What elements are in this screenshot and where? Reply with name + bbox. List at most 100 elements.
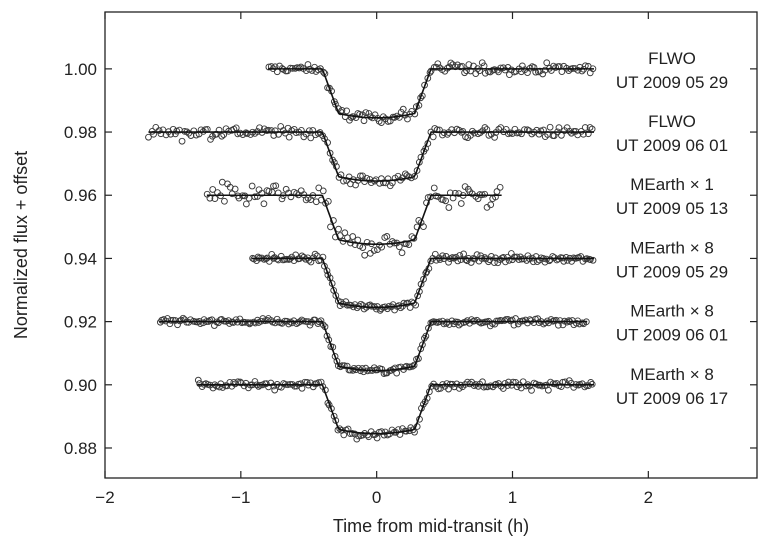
light-curve-series xyxy=(249,250,597,314)
data-point xyxy=(481,124,489,131)
model-fit-line xyxy=(159,320,588,372)
data-point xyxy=(288,319,296,327)
data-point xyxy=(300,253,308,261)
series-label-date: UT 2009 05 29 xyxy=(616,262,728,281)
data-point xyxy=(399,105,407,113)
data-point xyxy=(547,316,555,323)
data-point xyxy=(388,238,396,245)
data-point xyxy=(581,124,589,131)
data-point xyxy=(463,67,470,75)
data-point xyxy=(287,193,295,201)
data-point xyxy=(428,382,436,390)
data-point xyxy=(231,185,239,193)
data-point xyxy=(486,322,494,330)
data-point xyxy=(445,204,453,211)
data-point xyxy=(232,124,240,132)
data-point xyxy=(364,431,371,439)
data-point xyxy=(362,109,370,116)
data-point xyxy=(585,382,592,390)
data-point xyxy=(540,126,547,134)
data-point xyxy=(473,251,481,259)
series-label-instrument: FLWO xyxy=(648,49,696,68)
data-point xyxy=(320,68,327,76)
data-point xyxy=(304,61,312,68)
data-point xyxy=(451,189,459,197)
data-point xyxy=(315,184,323,192)
data-point xyxy=(578,319,586,327)
data-point xyxy=(332,100,339,108)
plot-frame xyxy=(104,11,758,479)
data-point xyxy=(549,253,557,260)
data-point xyxy=(333,357,341,365)
data-point xyxy=(282,185,290,193)
series-label-date: UT 2009 06 17 xyxy=(616,389,728,408)
data-point xyxy=(221,197,228,205)
data-point xyxy=(167,317,175,324)
data-point xyxy=(586,256,594,263)
data-point xyxy=(565,317,573,325)
data-point xyxy=(461,69,468,77)
y-tick-label: 0.96 xyxy=(64,186,97,205)
data-point xyxy=(457,200,465,207)
data-point xyxy=(543,59,551,67)
data-point xyxy=(307,134,315,142)
data-point xyxy=(248,182,256,190)
data-point xyxy=(384,175,392,183)
x-tick-label: 0 xyxy=(372,488,381,507)
data-point xyxy=(359,244,367,251)
light-curve-series xyxy=(145,123,596,190)
data-point xyxy=(335,225,342,233)
data-point xyxy=(429,133,437,141)
data-point xyxy=(262,380,270,387)
data-point xyxy=(409,363,416,370)
data-point xyxy=(420,223,427,231)
data-point xyxy=(460,250,467,258)
model-fit-line xyxy=(268,68,594,119)
data-point xyxy=(332,292,340,299)
x-axis-label: Time from mid-transit (h) xyxy=(333,516,529,536)
data-point xyxy=(496,256,504,263)
data-point xyxy=(408,233,416,240)
data-point xyxy=(297,126,305,134)
data-point xyxy=(589,256,597,264)
data-point xyxy=(469,127,476,135)
series-label-date: UT 2009 06 01 xyxy=(616,326,728,345)
data-point xyxy=(422,269,430,277)
series-label-date: UT 2009 06 01 xyxy=(616,136,728,155)
data-point xyxy=(419,341,426,349)
data-point xyxy=(432,63,440,71)
x-tick-label: 1 xyxy=(508,488,517,507)
data-point xyxy=(487,201,495,209)
data-point xyxy=(284,124,292,132)
data-point xyxy=(467,259,475,266)
data-point xyxy=(319,187,327,195)
data-point xyxy=(442,253,450,260)
data-point xyxy=(305,127,313,135)
data-point xyxy=(218,132,226,140)
data-point xyxy=(251,193,259,201)
data-point xyxy=(326,149,334,157)
data-point xyxy=(586,124,594,131)
series-label-instrument: MEarth × 1 xyxy=(630,175,714,194)
data-point xyxy=(365,110,373,117)
data-point xyxy=(564,257,571,264)
data-point xyxy=(557,383,565,391)
data-point xyxy=(311,250,319,258)
series-label-date: UT 2009 05 13 xyxy=(616,199,728,218)
data-point xyxy=(546,123,554,131)
data-point xyxy=(530,64,538,71)
data-point xyxy=(319,321,327,329)
light-curve-series xyxy=(203,178,504,259)
data-point xyxy=(359,431,367,439)
data-point xyxy=(487,253,495,260)
data-point xyxy=(457,256,465,264)
data-point xyxy=(265,63,273,71)
series-label-date: UT 2009 05 29 xyxy=(616,73,728,92)
data-point xyxy=(343,362,351,370)
light-curve-series xyxy=(265,59,597,127)
series-label-instrument: MEarth × 8 xyxy=(630,365,714,384)
x-tick-label: −2 xyxy=(95,488,114,507)
data-point xyxy=(377,119,385,127)
